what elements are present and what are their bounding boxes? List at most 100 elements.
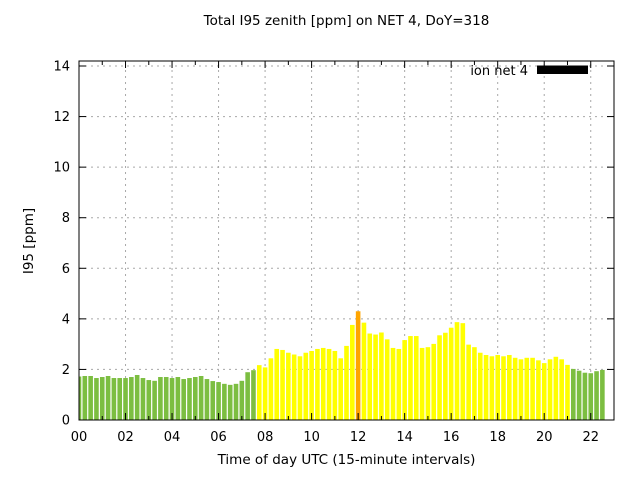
bar-green (111, 378, 117, 420)
y-tick-label: 8 (62, 211, 70, 226)
bar-yellow (332, 350, 338, 420)
bar-green (600, 369, 605, 420)
bar-yellow (454, 322, 460, 420)
bar-yellow (425, 347, 431, 420)
x-tick-label: 06 (210, 430, 227, 445)
x-tick-label: 04 (164, 430, 181, 445)
bar-green (594, 371, 599, 420)
bar-yellow (309, 350, 314, 420)
bar-green (227, 384, 233, 420)
bar-yellow (390, 347, 396, 420)
bar-yellow (350, 324, 355, 420)
bar-green (245, 372, 250, 420)
chart-title: Total I95 zenith [ppm] on NET 4, DoY=318 (203, 13, 490, 29)
bar-yellow (320, 347, 326, 420)
bar-green (94, 378, 99, 420)
bar-green (88, 376, 93, 420)
bar-yellow (268, 358, 274, 420)
bar-green (181, 379, 186, 420)
bar-yellow (530, 357, 535, 420)
bar-green (152, 380, 157, 420)
bar-yellow (431, 343, 437, 420)
bar-yellow (297, 356, 303, 420)
bar-orange (355, 311, 361, 420)
x-tick-label: 16 (443, 430, 460, 445)
bar-yellow (413, 336, 419, 420)
bar-yellow (419, 347, 425, 420)
bar-yellow (361, 322, 367, 420)
bar-yellow (262, 367, 268, 420)
y-tick-label: 0 (62, 414, 70, 429)
bar-green (198, 376, 204, 420)
bar-yellow (315, 348, 320, 420)
x-tick-label: 08 (257, 430, 274, 445)
bar-yellow (489, 356, 495, 420)
bar-yellow (460, 323, 466, 420)
x-tick-label: 14 (396, 430, 413, 445)
bar-yellow (547, 359, 553, 420)
bar-yellow (326, 348, 332, 420)
bar-yellow (448, 327, 454, 420)
bar-yellow (536, 360, 541, 420)
bar-yellow (256, 365, 262, 420)
bar-green (204, 379, 210, 420)
y-tick-label: 10 (53, 161, 70, 176)
bar-yellow (396, 348, 402, 420)
bar-green (140, 378, 146, 420)
bar-yellow (274, 348, 280, 420)
y-tick-label: 12 (53, 110, 70, 125)
bar-yellow (379, 332, 384, 420)
x-tick-label: 18 (489, 430, 506, 445)
bar-green (175, 377, 181, 420)
bar-yellow (402, 340, 407, 420)
bar-yellow (303, 352, 309, 420)
bar-green (79, 376, 82, 420)
bar-yellow (280, 349, 285, 420)
bar-yellow (512, 357, 518, 420)
y-tick-label: 2 (62, 363, 70, 378)
x-tick-label: 22 (582, 430, 599, 445)
bar-yellow (408, 336, 413, 420)
bar-yellow (472, 347, 477, 420)
bar-green (570, 368, 576, 420)
bar-yellow (518, 359, 524, 420)
legend-label: ion net 4 (470, 64, 528, 79)
bar-yellow (291, 354, 297, 420)
bar-yellow (495, 355, 500, 420)
x-tick-label: 10 (303, 430, 320, 445)
bar-yellow (373, 334, 378, 420)
bar-green (105, 376, 111, 420)
bar-green (251, 370, 256, 420)
bar-yellow (443, 332, 448, 420)
bar-yellow (344, 345, 349, 420)
y-tick-label: 4 (62, 312, 70, 327)
bar-yellow (507, 355, 512, 420)
plot-frame (78, 60, 615, 421)
legend-swatch (537, 65, 588, 74)
bar-green (233, 383, 239, 420)
bar-green (163, 377, 169, 420)
bar-green (576, 370, 582, 420)
bar-yellow (286, 352, 291, 420)
x-tick-label: 02 (117, 430, 134, 445)
bar-yellow (559, 359, 564, 420)
bar-green (99, 377, 105, 420)
bar-yellow (384, 339, 390, 420)
bar-yellow (524, 357, 530, 420)
bar-yellow (437, 335, 442, 420)
x-tick-label: 00 (71, 430, 88, 445)
bar-green (193, 377, 198, 420)
bar-yellow (483, 355, 489, 420)
bar-green (134, 374, 140, 420)
bar-green (582, 372, 588, 420)
bar-yellow (477, 352, 483, 420)
bar-yellow (338, 358, 343, 420)
x-tick-label: 20 (536, 430, 553, 445)
bar-yellow (565, 364, 570, 420)
bar-green (82, 376, 88, 420)
bar-green (117, 378, 123, 420)
y-axis-label: I95 [ppm] (21, 207, 37, 275)
bar-green (129, 377, 134, 420)
bar-yellow (466, 344, 471, 420)
